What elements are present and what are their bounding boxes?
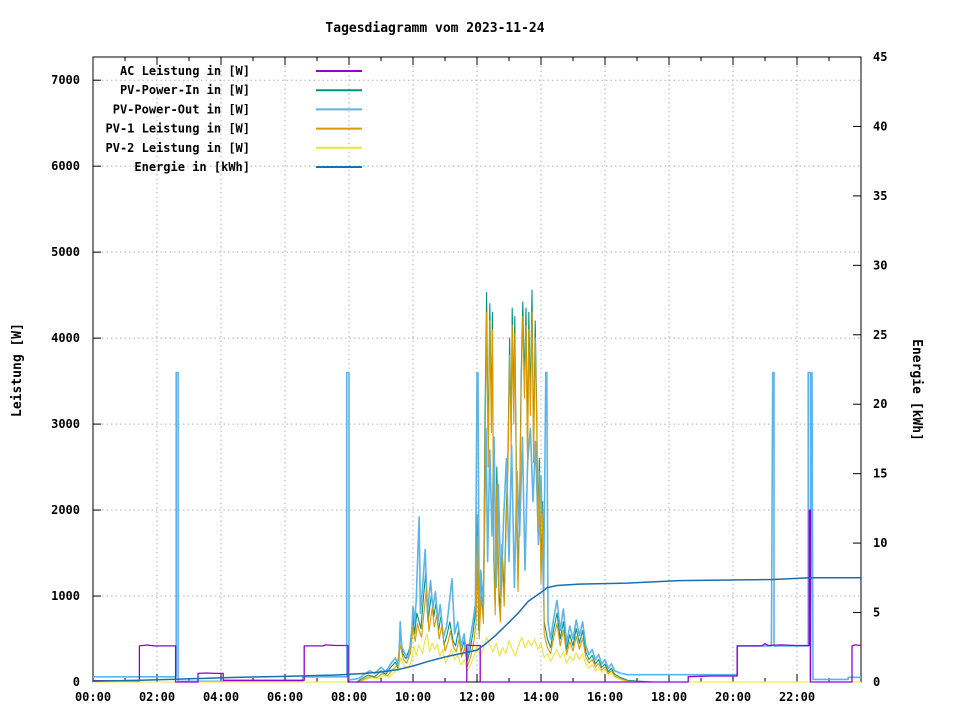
svg-text:25: 25 <box>873 328 887 342</box>
svg-text:22:00: 22:00 <box>779 690 815 704</box>
svg-text:16:00: 16:00 <box>587 690 623 704</box>
svg-text:2000: 2000 <box>51 503 80 517</box>
svg-text:18:00: 18:00 <box>651 690 687 704</box>
legend: AC Leistung in [W] PV-Power-In in [W] PV-P… <box>106 64 362 174</box>
svg-text:06:00: 06:00 <box>267 690 303 704</box>
svg-text:35: 35 <box>873 189 887 203</box>
svg-text:0: 0 <box>73 675 80 689</box>
legend-label: AC Leistung in [W] <box>120 64 250 78</box>
svg-text:12:00: 12:00 <box>459 690 495 704</box>
series-line-ac-leistung-in-w- <box>93 509 862 683</box>
tick-labels: 00:00 02:00 04:00 06:00 08:00 10:00 12:00 14:00… <box>51 50 887 704</box>
svg-text:0: 0 <box>873 675 880 689</box>
svg-text:5: 5 <box>873 606 880 620</box>
svg-text:02:00: 02:00 <box>139 690 175 704</box>
svg-text:30: 30 <box>873 258 887 272</box>
legend-label: PV-1 Leistung in [W] <box>106 122 251 136</box>
series-line-pv-1-leistung-in-w- <box>93 311 861 683</box>
left-axis-label: Leistung [W] <box>10 323 25 417</box>
chart-title: Tagesdiagramm vom 2023-11-24 <box>325 21 545 36</box>
svg-text:3000: 3000 <box>51 417 80 431</box>
svg-text:7000: 7000 <box>51 73 80 87</box>
svg-text:04:00: 04:00 <box>203 690 239 704</box>
legend-label: PV-2 Leistung in [W] <box>106 141 251 155</box>
svg-text:00:00: 00:00 <box>75 690 111 704</box>
svg-text:45: 45 <box>873 50 887 64</box>
series-line-energie-in-kwh- <box>92 577 861 683</box>
svg-text:10:00: 10:00 <box>395 690 431 704</box>
svg-text:6000: 6000 <box>51 159 80 173</box>
right-axis-label: Energie [kWh] <box>909 339 924 441</box>
legend-label: PV-Power-In in [W] <box>120 83 250 97</box>
svg-text:4000: 4000 <box>51 331 80 345</box>
legend-label: Energie in [kWh] <box>134 160 250 174</box>
svg-text:1000: 1000 <box>51 589 80 603</box>
series-line-pv-2-leistung-in-w- <box>93 633 861 683</box>
svg-text:20:00: 20:00 <box>715 690 751 704</box>
svg-text:40: 40 <box>873 119 887 133</box>
svg-text:15: 15 <box>873 467 887 481</box>
svg-text:5000: 5000 <box>51 245 80 259</box>
svg-text:14:00: 14:00 <box>523 690 559 704</box>
svg-text:20: 20 <box>873 397 887 411</box>
svg-text:10: 10 <box>873 536 887 550</box>
svg-text:08:00: 08:00 <box>331 690 367 704</box>
legend-label: PV-Power-Out in [W] <box>113 102 250 116</box>
